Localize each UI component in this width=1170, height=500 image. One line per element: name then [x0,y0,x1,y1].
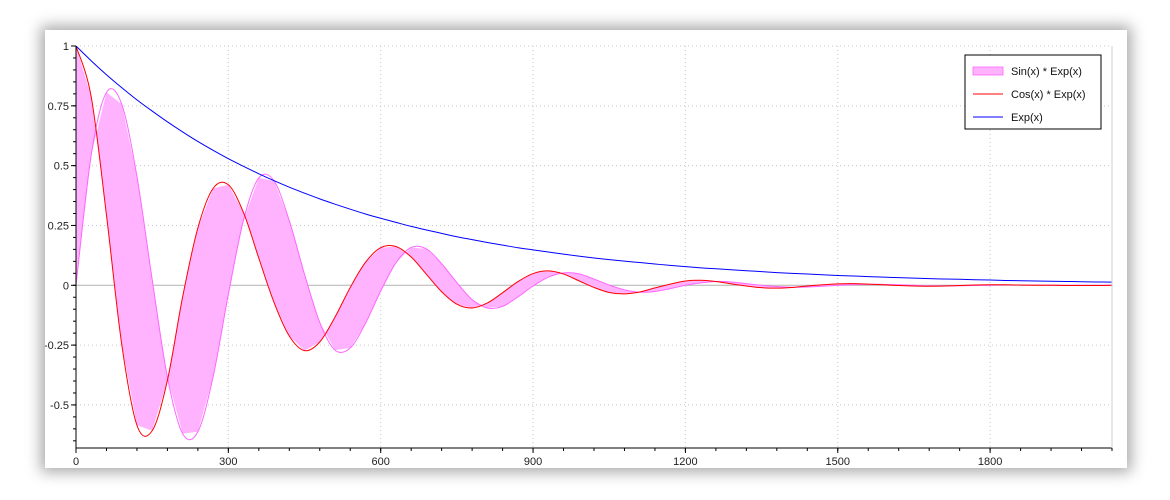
series-lines [76,46,1112,441]
fill-between-region [76,46,1112,434]
y-tick-label: 0.25 [48,220,69,232]
y-tick-label: -0.5 [50,400,69,412]
axes: 1 0.75 0.5 0.25 0 -0.25 -0.5 0 300 600 900 1200 1500… [45,41,1113,468]
y-tick-label: 0 [63,280,69,292]
series-line-exp-x [76,46,1112,283]
series-line-cos-x-exp-x [76,46,1112,437]
legend: Sin(x) * Exp(x) Cos(x) * Exp(x) Exp(x) [964,54,1102,130]
y-tick-label: 0.5 [54,161,69,173]
x-tick-label: 900 [524,456,542,468]
legend-label: Sin(x) * Exp(x) [1011,66,1082,78]
legend-label: Exp(x) [1011,112,1043,124]
x-tick-label: 1500 [826,456,850,468]
y-tick-label: -0.25 [45,340,69,352]
x-tick-label: 1800 [978,456,1002,468]
legend-swatch [972,66,1004,76]
x-tick-label: 1200 [673,456,697,468]
legend-label: Cos(x) * Exp(x) [1011,89,1086,101]
x-tick-label: 600 [372,456,390,468]
y-tick-label: 1 [63,41,69,53]
chart-window: 1 0.75 0.5 0.25 0 -0.25 -0.5 0 300 600 900 1200 1500… [45,30,1127,468]
x-tick-label: 300 [219,456,237,468]
chart: 1 0.75 0.5 0.25 0 -0.25 -0.5 0 300 600 900 1200 1500… [45,41,1113,468]
fill-between-area [76,46,1112,434]
y-tick-label: 0.75 [48,101,69,113]
x-tick-label: 0 [73,456,79,468]
